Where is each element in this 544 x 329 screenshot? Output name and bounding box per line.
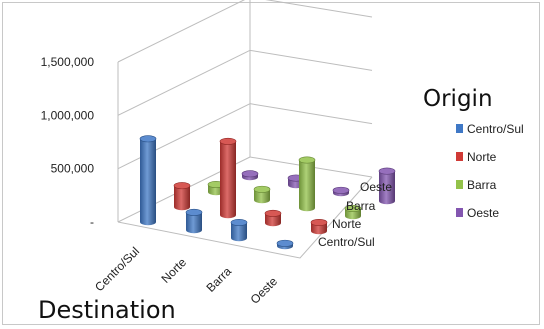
- bar-body: [254, 189, 270, 204]
- bar: [230, 219, 248, 242]
- chart-border: [2, 2, 540, 325]
- bar-top: [230, 219, 248, 227]
- bar: [298, 156, 316, 212]
- gridline: [249, 49, 373, 71]
- bar: [276, 239, 294, 250]
- depth-tick-label: Centro/Sul: [318, 235, 375, 249]
- bar-body: [220, 141, 236, 219]
- x-axis-title: Destination: [38, 296, 176, 324]
- x-tick-label: Barra: [203, 264, 234, 295]
- legend: Origin Centro/Sul Norte Barra Oeste: [423, 86, 524, 220]
- gridline: [117, 49, 251, 116]
- bar-top: [332, 186, 350, 194]
- bar: [139, 135, 157, 226]
- x-tick-label: Oeste: [248, 274, 281, 307]
- bar-top: [276, 239, 294, 247]
- gridline: [117, 0, 246, 63]
- bar: [264, 209, 282, 227]
- legend-label: Barra: [467, 178, 497, 192]
- y-tick-label: 1,000,000: [41, 108, 95, 122]
- bar: [185, 208, 203, 234]
- y-tick-label: 1,500,000: [41, 55, 95, 69]
- bar-top: [378, 167, 396, 175]
- bar: [173, 182, 191, 211]
- depth-tick-label: Oeste: [360, 180, 392, 194]
- bar-body: [299, 160, 315, 212]
- legend-title: Origin: [423, 86, 493, 112]
- depth-tick-label: Barra: [346, 199, 376, 213]
- bar-body: [379, 171, 395, 205]
- bar: [253, 185, 271, 204]
- bar-top: [185, 208, 203, 216]
- legend-label: Norte: [467, 150, 497, 164]
- bar-top: [173, 182, 191, 190]
- legend-label: Centro/Sul: [467, 122, 524, 136]
- gridline: [265, 0, 373, 18]
- bars: [139, 135, 396, 250]
- floor-edge: [117, 176, 373, 259]
- legend-swatch: [456, 208, 463, 217]
- legend-swatch: [456, 152, 463, 161]
- bar-top: [253, 185, 271, 193]
- bar-top: [310, 218, 328, 226]
- bar: [241, 170, 259, 181]
- y-tick-label: -: [90, 215, 94, 229]
- legend-swatch: [456, 180, 463, 189]
- bar-body: [265, 213, 281, 227]
- bar: [344, 205, 362, 220]
- bar-top: [219, 137, 237, 145]
- bar-top: [298, 156, 316, 164]
- x-tick-label: Centro/Sul: [92, 244, 142, 294]
- bar-body: [140, 138, 156, 226]
- bar-top: [344, 205, 362, 213]
- bar-top: [241, 170, 259, 178]
- depth-tick-label: Norte: [332, 217, 362, 231]
- bar: [219, 137, 237, 219]
- bar-body: [174, 185, 190, 211]
- bar-body: [231, 222, 247, 242]
- y-axis-ticks: - 500,000 1,000,000 1,500,000: [41, 55, 95, 229]
- gridline: [249, 103, 373, 125]
- y-tick-label: 500,000: [51, 162, 95, 176]
- x-tick-label: Norte: [158, 255, 189, 286]
- bar-top: [264, 209, 282, 217]
- depth-axis-ticks: Centro/Sul Norte Barra Oeste: [318, 180, 392, 249]
- bar: [332, 186, 350, 197]
- bar-body: [186, 212, 202, 234]
- legend-swatch: [456, 124, 463, 133]
- bar: [310, 218, 328, 235]
- bar-top: [139, 135, 157, 143]
- legend-label: Oeste: [467, 206, 499, 220]
- bar: [378, 167, 396, 205]
